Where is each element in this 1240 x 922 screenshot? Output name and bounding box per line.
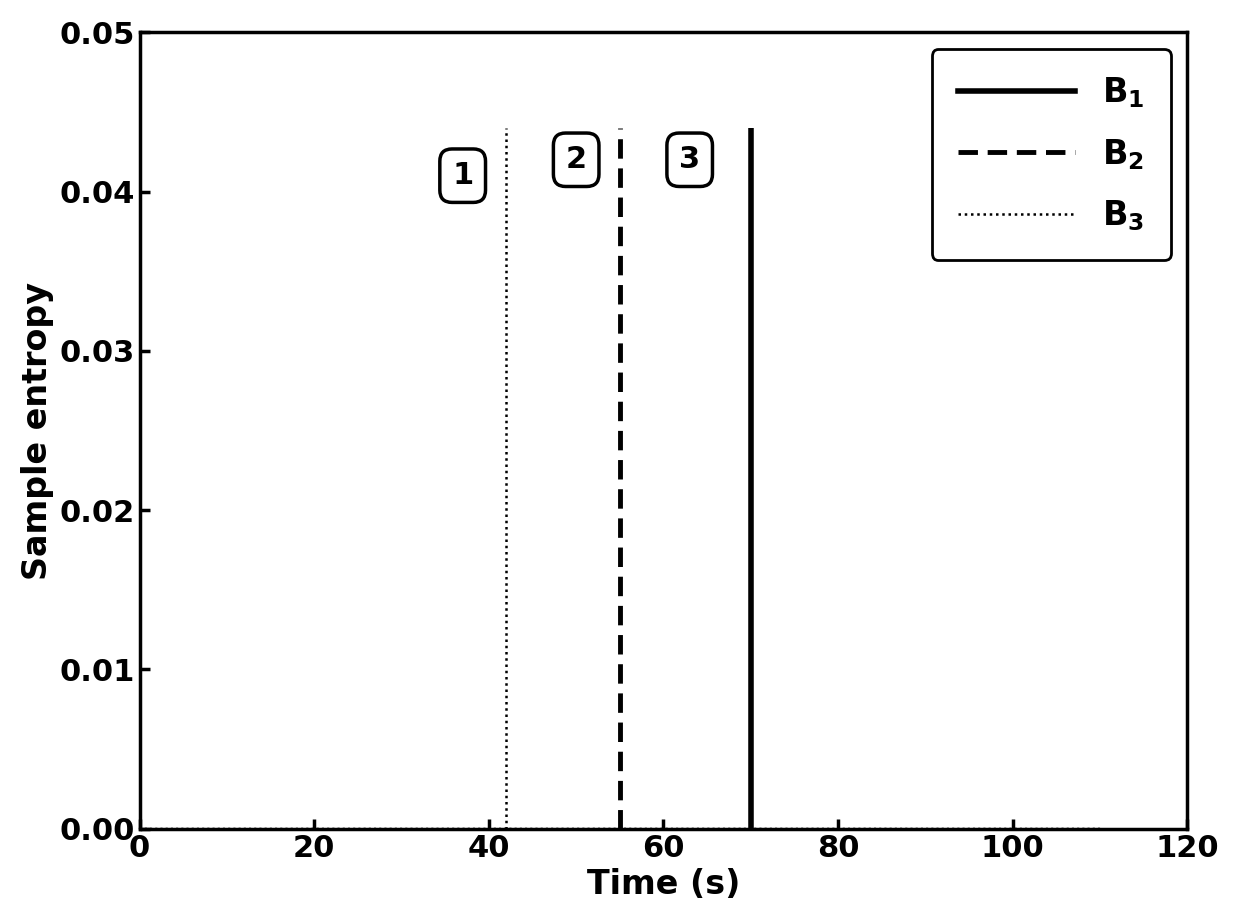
X-axis label: Time (s): Time (s) [587, 869, 740, 901]
Legend: $\mathbf{B_1}$, $\mathbf{B_2}$, $\mathbf{B_3}$: $\mathbf{B_1}$, $\mathbf{B_2}$, $\mathbf… [931, 49, 1171, 260]
Y-axis label: Sample entropy: Sample entropy [21, 281, 53, 580]
Text: 1: 1 [453, 161, 474, 190]
Text: 3: 3 [680, 146, 701, 174]
Text: 2: 2 [565, 146, 587, 174]
